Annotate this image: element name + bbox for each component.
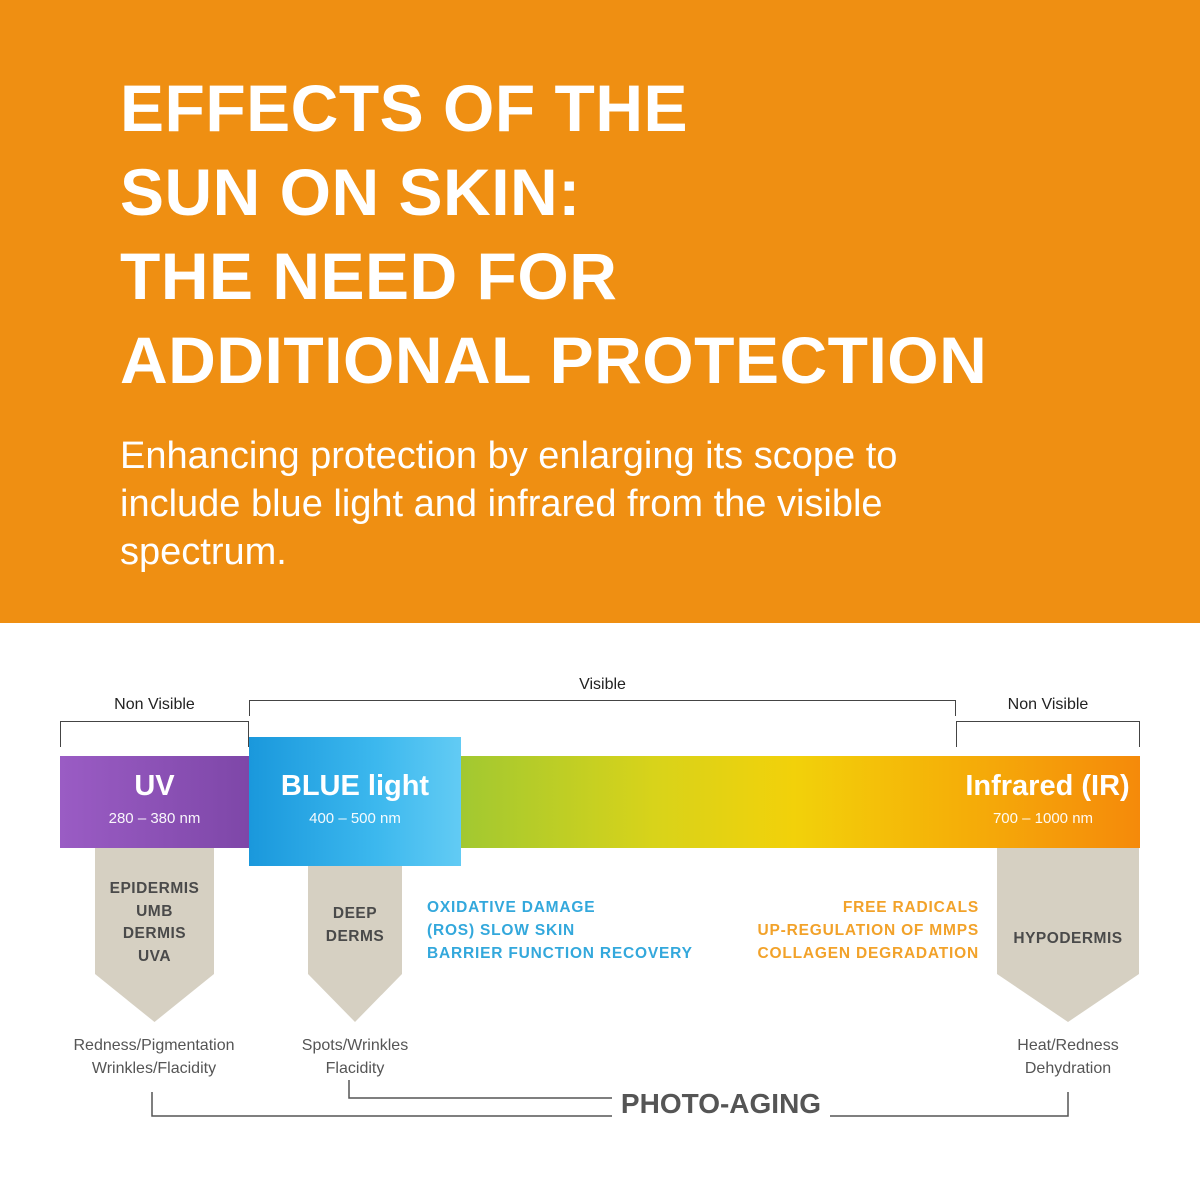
blue-light-result-1: Spots/Wrinkles (301, 1037, 409, 1054)
infrared-effects: FREE RADICALS UP-REGULATION OF MMPS COLL… (700, 896, 979, 965)
uv-results: Redness/Pigmentation Wrinkles/Flacidity (54, 1034, 254, 1080)
non-visible-left-bracket (60, 721, 249, 747)
infrared-results: Heat/Redness Dehydration (990, 1034, 1146, 1080)
blue-light-result-2: Flacidity (325, 1060, 385, 1077)
header-banner: EFFECTS OF THE SUN ON SKIN: THE NEED FOR… (0, 0, 1200, 623)
uv-penetration-arrow (95, 848, 214, 1022)
uv-layer-2: UMB (136, 902, 173, 920)
subtitle-line-1: Enhancing protection by enlarging its sc… (120, 435, 898, 477)
infrared-layer-1: HYPODERMIS (1013, 930, 1123, 947)
page-title-line-1: EFFECTS OF THE (120, 71, 688, 145)
infrared-penetration-arrow (997, 848, 1139, 1022)
uv-range: 280 – 380 nm (108, 810, 201, 827)
non-visible-right-bracket (956, 721, 1140, 747)
blue-light-effect-2: (ROS) SLOW SKIN (427, 922, 576, 939)
infrared-effect-1: FREE RADICALS (842, 899, 979, 916)
infrared-effect-3: COLLAGEN DEGRADATION (757, 945, 979, 962)
photo-aging-label: PHOTO-AGING (612, 1088, 830, 1120)
blue-light-penetration-arrow (308, 866, 402, 1022)
blue-light-effect-3: BARRIER FUNCTION RECOVERY (427, 945, 693, 962)
uv-layer-4: UVA (137, 947, 172, 965)
subtitle-line-2: include blue light and infrared from the… (120, 483, 883, 525)
blue-light-layer-1: DEEP (332, 905, 378, 922)
photo-aging-bracket (151, 1080, 1069, 1117)
uv-result-2: Wrinkles/Flacidity (91, 1060, 217, 1077)
blue-light-layer-2: DERMS (325, 927, 385, 945)
blue-light-title: BLUE light (280, 770, 430, 802)
visible-bracket (249, 700, 956, 716)
blue-light-effects: OXIDATIVE DAMAGE (ROS) SLOW SKIN BARRIER… (427, 896, 693, 965)
page-title-line-3: THE NEED FOR (120, 239, 618, 313)
page-title-line-2: SUN ON SKIN: (120, 155, 581, 229)
infrared-layers: HYPODERMIS (997, 928, 1139, 951)
non-visible-right-label: Non Visible (1007, 696, 1089, 713)
blue-light-effect-1: OXIDATIVE DAMAGE (427, 899, 596, 916)
infrared-result-1: Heat/Redness (1017, 1037, 1119, 1054)
uv-title: UV (134, 770, 175, 802)
infrared-range: 700 – 1000 nm (992, 810, 1094, 827)
uv-band: UV 280 – 380 nm (60, 756, 249, 848)
non-visible-left-label: Non Visible (114, 696, 195, 713)
infrared-result-2: Dehydration (1024, 1060, 1112, 1077)
blue-light-layers: DEEP DERMS (308, 903, 402, 948)
subtitle-line-3: spectrum. (120, 531, 287, 573)
uv-layer-1: EPIDERMIS (109, 880, 200, 897)
page-title-line-4: ADDITIONAL PROTECTION (120, 323, 988, 397)
uv-layers: EPIDERMIS UMB DERMIS UVA (95, 878, 214, 968)
infrared-title: Infrared (IR) (965, 770, 1130, 802)
uv-layer-3: DERMIS (122, 925, 187, 942)
uv-result-1: Redness/Pigmentation (73, 1037, 235, 1054)
blue-light-band: BLUE light 400 – 500 nm (249, 737, 461, 866)
visible-label: Visible (579, 676, 626, 693)
infrared-effect-2: UP-REGULATION OF MMPS (757, 922, 979, 939)
blue-light-results: Spots/Wrinkles Flacidity (280, 1034, 430, 1080)
blue-light-range: 400 – 500 nm (309, 810, 401, 827)
